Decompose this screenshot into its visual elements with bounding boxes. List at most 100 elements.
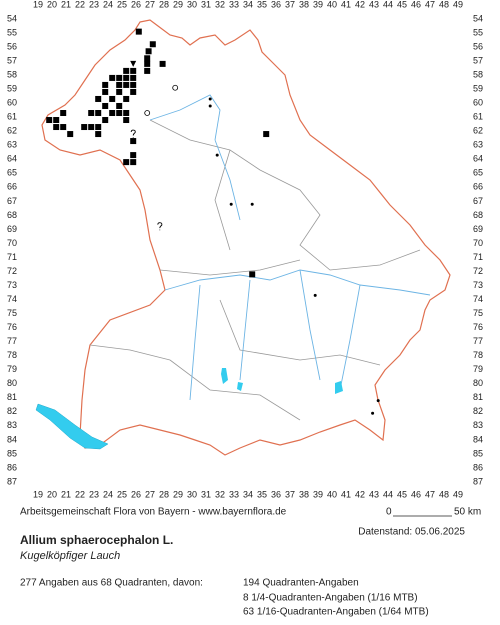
dot-marker [229,202,233,206]
column-label: 32 [215,0,225,9]
column-label: 25 [117,489,127,499]
column-label: 24 [103,0,113,9]
column-label: 24 [103,489,113,499]
column-label: 21 [61,489,71,499]
row-label: 73 [7,280,17,290]
row-label: 85 [7,448,17,458]
row-label: 69 [473,224,483,234]
column-label: 44 [383,0,393,9]
column-label: 45 [397,489,407,499]
column-label: 34 [243,489,253,499]
row-label: 72 [7,266,17,276]
row-label: 69 [7,224,17,234]
square-marker [95,124,102,131]
row-label: 60 [7,98,17,108]
square-marker [109,95,116,102]
row-label: 86 [473,462,483,472]
square-marker [130,81,137,88]
column-label: 49 [453,0,463,9]
column-label: 38 [299,0,309,9]
rivers [149,94,431,401]
column-label: 20 [47,489,57,499]
square-marker [102,88,109,95]
square-marker [159,60,166,67]
square-marker [263,131,270,138]
column-label: 26 [131,489,141,499]
column-label: 30 [187,489,197,499]
row-label: 57 [473,55,483,65]
row-label: 79 [7,364,17,374]
column-label: 28 [159,0,169,9]
square-marker [130,138,137,145]
column-label: 34 [243,0,253,9]
row-label: 62 [473,126,483,136]
square-marker [130,74,137,81]
column-label: 22 [75,0,85,9]
dot-marker [371,411,375,415]
column-label: 31 [201,0,211,9]
row-label: 73 [473,280,483,290]
column-label: 29 [173,0,183,9]
column-label: 28 [159,489,169,499]
row-label: 83 [473,420,483,430]
grid-labels: 19 19 20 20 21 21 22 22 23 23 24 24 25 25 26 26 27 27 28 28… [7,0,483,499]
row-label: 55 [7,27,17,37]
column-label: 23 [89,0,99,9]
circle-marker [144,110,151,116]
square-marker [46,117,53,124]
column-label: 26 [131,0,141,9]
column-label: 21 [61,0,71,9]
column-label: 40 [327,489,337,499]
row-label: 68 [473,210,483,220]
row-label: 82 [7,406,17,416]
column-label: 35 [257,0,267,9]
row-label: 83 [7,420,17,430]
square-marker [88,110,95,117]
column-label: 35 [257,489,267,499]
row-label: 87 [473,476,483,486]
square-marker [81,124,88,131]
dot-marker [208,97,212,101]
credit: Arbeitsgemeinschaft Flora von Bayern - w… [20,507,287,518]
row-label: 78 [7,350,17,360]
row-label: 64 [7,154,17,164]
square-marker [144,55,151,62]
square-marker [123,74,130,81]
square-marker [95,110,102,117]
column-label: 37 [285,489,295,499]
column-label: 43 [369,0,379,9]
column-label: 25 [117,0,127,9]
column-label: 19 [33,489,43,499]
lake-constance [35,403,109,450]
dot-marker [250,202,254,206]
circle-marker [172,84,179,91]
row-label: 75 [7,308,17,318]
square-marker [123,95,130,102]
column-label: 27 [145,489,155,499]
square-marker [130,67,137,74]
triangle-marker [130,60,137,67]
square-marker [144,67,151,74]
district-borders [89,119,421,421]
row-label: 60 [473,98,483,108]
square-marker [130,159,137,166]
square-marker [109,110,116,117]
square-marker [53,124,60,131]
row-label: 66 [7,182,17,192]
row-label: 68 [7,210,17,220]
square-marker [123,117,130,124]
column-label: 48 [439,0,449,9]
square-marker [130,88,137,95]
question-marker [130,129,136,138]
row-label: 80 [7,378,17,388]
column-label: 33 [229,489,239,499]
square-marker [149,41,156,48]
row-label: 78 [473,350,483,360]
square-marker [123,81,130,88]
square-marker [116,102,123,109]
row-label: 61 [7,112,17,122]
square-marker [95,131,102,138]
column-label: 37 [285,0,295,9]
row-label: 59 [473,84,483,94]
row-label: 87 [7,476,17,486]
